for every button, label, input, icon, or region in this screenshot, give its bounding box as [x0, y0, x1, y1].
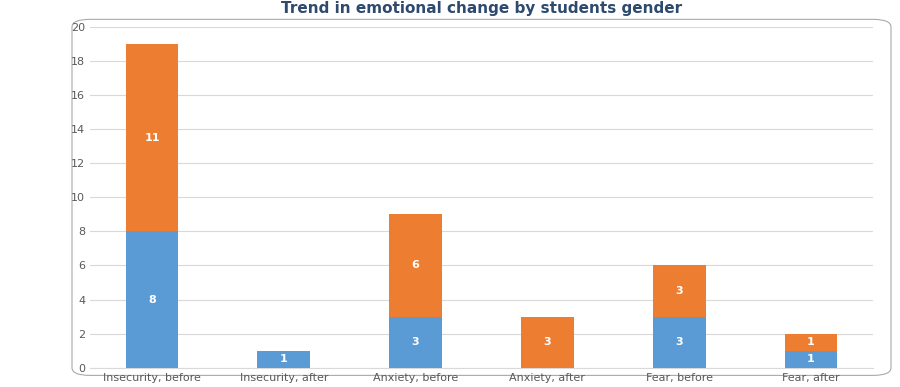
Bar — [389, 317, 442, 368]
Text: 8: 8 — [148, 295, 156, 305]
Text: 11: 11 — [144, 133, 159, 143]
Text: 3: 3 — [675, 337, 683, 347]
Bar — [785, 351, 837, 368]
Text: 3: 3 — [675, 286, 683, 296]
Title: Trend in emotional change by students gender: Trend in emotional change by students ge… — [281, 1, 682, 16]
Bar — [257, 351, 310, 368]
Bar — [521, 317, 574, 368]
Bar — [126, 231, 178, 368]
Text: 1: 1 — [280, 354, 288, 364]
Text: 3: 3 — [412, 337, 419, 347]
Bar — [652, 317, 706, 368]
Bar — [389, 214, 442, 317]
Bar — [126, 44, 178, 231]
Bar — [652, 265, 706, 317]
Text: 1: 1 — [807, 337, 815, 347]
Text: 6: 6 — [411, 260, 419, 271]
Text: 3: 3 — [544, 337, 551, 347]
Bar — [785, 334, 837, 351]
Text: 1: 1 — [807, 354, 815, 364]
